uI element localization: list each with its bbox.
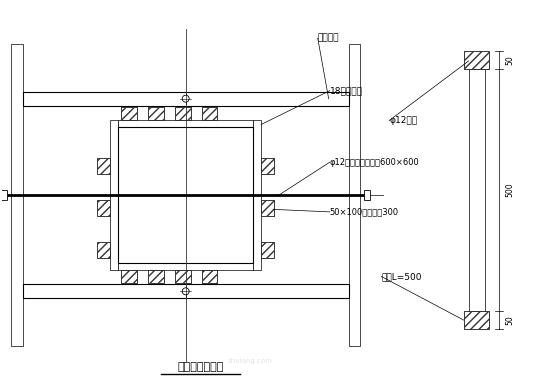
Bar <box>97 158 110 174</box>
Circle shape <box>182 288 189 295</box>
Text: 对拉螺杆大样图: 对拉螺杆大样图 <box>178 362 224 372</box>
Bar <box>464 51 489 69</box>
Bar <box>365 190 370 200</box>
Bar <box>464 51 489 69</box>
Text: 50: 50 <box>505 55 515 65</box>
Bar <box>175 270 190 284</box>
Bar <box>202 106 217 120</box>
Text: 18厚胶合板: 18厚胶合板 <box>330 86 363 95</box>
Bar <box>202 270 217 284</box>
Bar <box>175 106 190 120</box>
Bar <box>97 200 110 216</box>
Text: 500: 500 <box>505 183 515 197</box>
Circle shape <box>182 95 189 102</box>
Bar <box>148 106 164 120</box>
Bar <box>253 120 261 270</box>
Bar <box>97 242 110 257</box>
Bar <box>1 190 7 200</box>
Text: 50×100木枋间距300: 50×100木枋间距300 <box>330 207 399 216</box>
Text: 50: 50 <box>505 315 515 325</box>
Bar <box>148 270 164 284</box>
Bar <box>121 106 137 120</box>
Bar <box>348 44 361 346</box>
Bar <box>202 106 217 120</box>
Bar <box>464 311 489 329</box>
Text: 攻丝L=500: 攻丝L=500 <box>381 272 422 281</box>
Text: φ12对拉螺丝杆间距600×600: φ12对拉螺丝杆间距600×600 <box>330 158 419 167</box>
Bar <box>110 120 118 270</box>
Bar <box>261 158 274 174</box>
Bar <box>118 120 253 128</box>
Bar <box>148 270 164 284</box>
Bar <box>118 262 253 270</box>
Bar <box>23 284 348 298</box>
Bar <box>261 200 274 216</box>
Bar <box>469 69 484 311</box>
Bar <box>97 158 110 174</box>
Bar <box>23 92 348 106</box>
Bar <box>148 106 164 120</box>
Bar <box>261 158 274 174</box>
Bar <box>121 270 137 284</box>
Bar <box>118 128 253 262</box>
Bar <box>261 242 274 257</box>
Bar <box>464 311 489 329</box>
Bar <box>202 270 217 284</box>
Bar <box>121 106 137 120</box>
Bar <box>175 106 190 120</box>
Text: φ12圆钢: φ12圆钢 <box>389 116 417 125</box>
Bar <box>97 200 110 216</box>
Text: 钢管柱箍: 钢管柱箍 <box>318 34 339 43</box>
Bar <box>121 270 137 284</box>
Bar <box>11 44 23 346</box>
Bar <box>261 242 274 257</box>
Bar <box>97 242 110 257</box>
Bar <box>261 200 274 216</box>
Bar <box>175 270 190 284</box>
Text: zhulong.com: zhulong.com <box>228 358 273 364</box>
